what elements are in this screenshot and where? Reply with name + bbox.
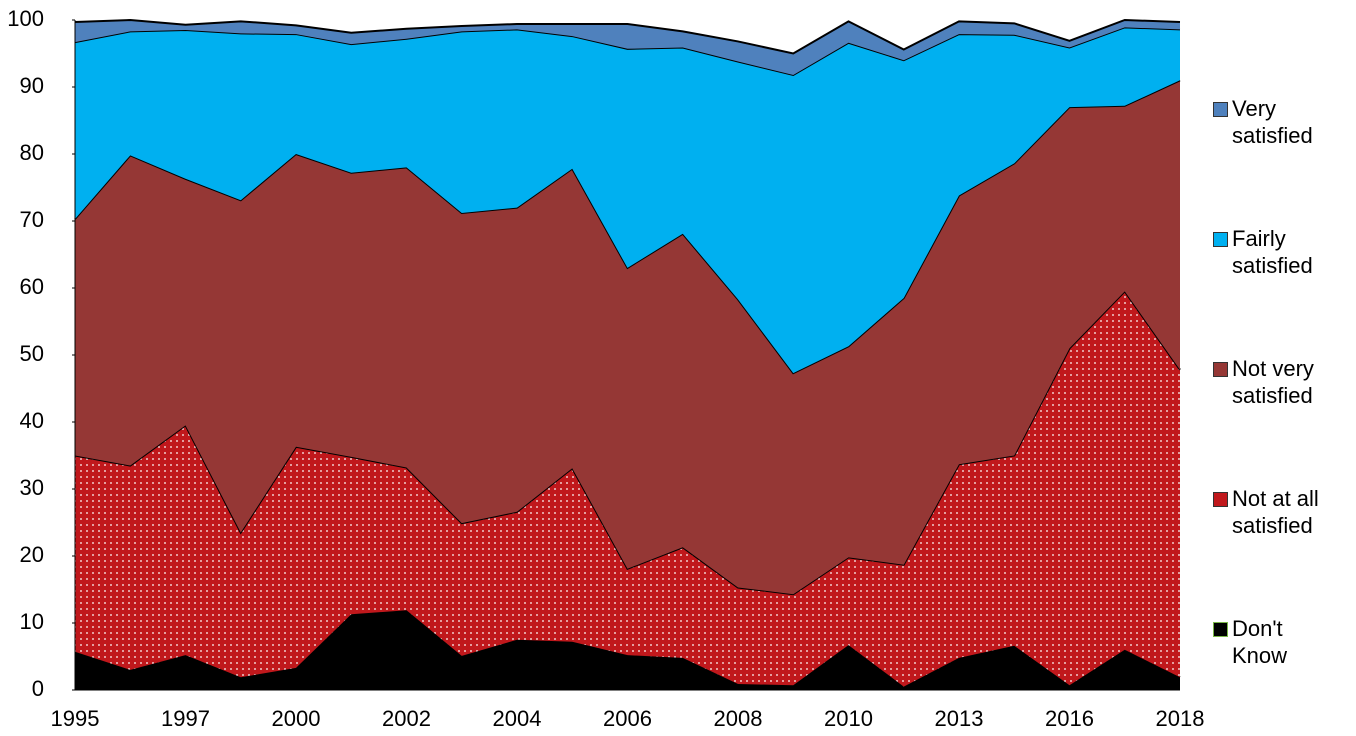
legend-swatch <box>1213 232 1228 247</box>
area <box>75 610 1180 690</box>
x-tick-label: 2013 <box>935 706 984 731</box>
legend-swatch <box>1213 362 1228 377</box>
y-tick-label: 30 <box>20 475 44 500</box>
legend-swatch <box>1213 492 1228 507</box>
x-tick-label: 2008 <box>714 706 763 731</box>
x-tick-label: 2004 <box>493 706 542 731</box>
x-tick-label: 1995 <box>51 706 100 731</box>
legend-label: Not very satisfied <box>1232 356 1314 408</box>
y-tick-label: 40 <box>20 408 44 433</box>
y-tick-label: 10 <box>20 609 44 634</box>
x-tick-label: 2006 <box>603 706 652 731</box>
legend-label: Don't Know <box>1232 616 1288 668</box>
y-tick-label: 70 <box>20 207 44 232</box>
y-tick-label: 20 <box>20 542 44 567</box>
legend-label: Fairly satisfied <box>1232 226 1313 278</box>
area-edge <box>74 18 1181 55</box>
x-tick-label: 2018 <box>1156 706 1205 731</box>
x-tick-label: 2016 <box>1045 706 1094 731</box>
y-tick-label: 0 <box>32 676 44 701</box>
legend-label: Not at all satisfied <box>1232 486 1319 538</box>
legend-label: Very satisfied <box>1232 96 1313 148</box>
area <box>75 20 1180 75</box>
x-tick-label: 2002 <box>382 706 431 731</box>
y-tick-label: 60 <box>20 274 44 299</box>
area <box>75 291 1180 687</box>
y-tick-label: 90 <box>20 73 44 98</box>
area <box>75 80 1180 595</box>
y-tick-label: 50 <box>20 341 44 366</box>
x-tick-label: 1997 <box>161 706 210 731</box>
x-tick-label: 2010 <box>824 706 873 731</box>
area <box>75 27 1180 374</box>
y-tick-label: 100 <box>7 6 44 31</box>
legend-swatch <box>1213 622 1228 637</box>
legend-swatch <box>1213 102 1228 117</box>
y-tick-label: 80 <box>20 140 44 165</box>
x-tick-label: 2000 <box>272 706 321 731</box>
